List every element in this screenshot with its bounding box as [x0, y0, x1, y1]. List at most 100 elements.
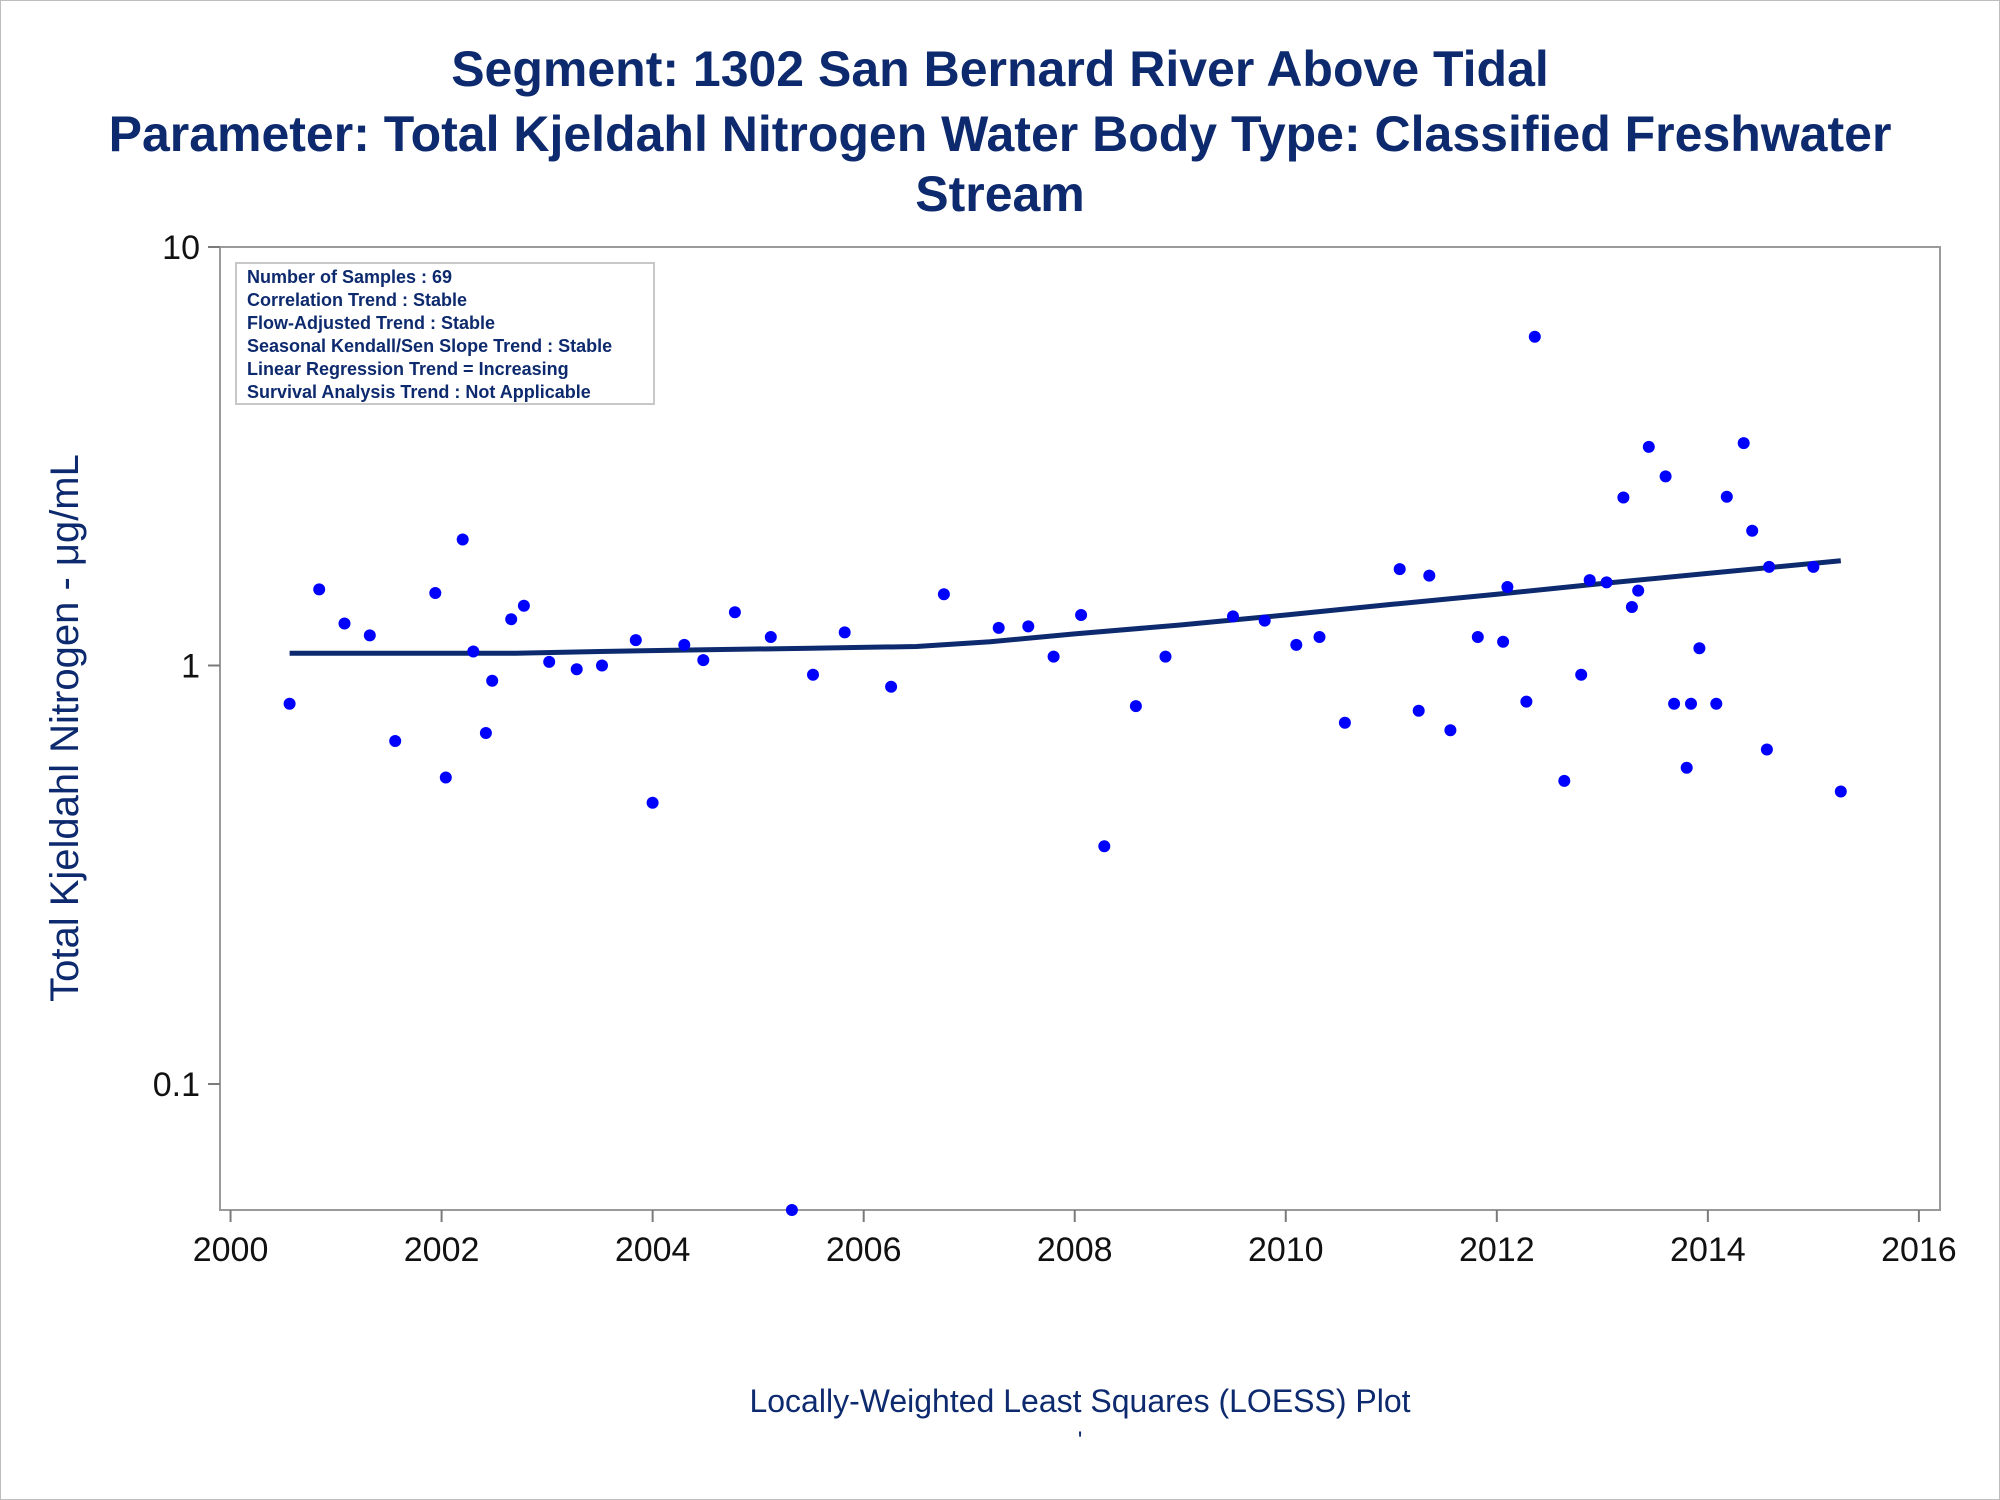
sample-point [283, 697, 296, 710]
sample-point [838, 626, 851, 639]
sample-point [1528, 330, 1541, 343]
axes: 2000 2002 2004 2006 2008 2010 2012 2014 2016 0.1 1… [153, 229, 1957, 1269]
sample-point [338, 617, 351, 630]
sample-point [486, 674, 499, 687]
sample-point [1575, 668, 1588, 681]
sample-point [1520, 695, 1533, 708]
sample-point [1632, 584, 1645, 597]
sample-point [1129, 700, 1142, 713]
sample-point [1423, 569, 1436, 582]
sample-point [505, 613, 518, 626]
sample-point [570, 663, 583, 676]
sample-point [1625, 601, 1638, 613]
sample-point [1680, 761, 1693, 774]
sample-point [1338, 716, 1351, 729]
sample-point [1313, 631, 1326, 643]
sample-point [1746, 524, 1759, 537]
sample-point [1760, 743, 1773, 756]
sample-point [1693, 642, 1706, 655]
sample-point [937, 588, 950, 601]
x-tick-label: 2008 [1037, 1231, 1113, 1269]
sample-point [1075, 609, 1088, 621]
sample-point [1047, 650, 1060, 663]
sample-point [1022, 620, 1035, 633]
sample-point [517, 599, 530, 612]
sample-point [1642, 440, 1655, 453]
sample-point [1471, 631, 1484, 643]
sample-point [764, 631, 777, 643]
sample-point [1763, 560, 1776, 573]
chart-title: Segment: 1302 San Bernard River Above Ti… [451, 41, 1549, 97]
x-tick-label: 2002 [404, 1231, 480, 1269]
sample-point [992, 621, 1005, 634]
sample-point [363, 629, 376, 642]
sample-point [439, 771, 452, 784]
x-tick-label: 2010 [1248, 1231, 1324, 1269]
y-tick-label: 1 [181, 648, 200, 686]
plot-area-border [219, 246, 1941, 1211]
sample-point [1807, 560, 1820, 573]
sample-point [479, 727, 492, 739]
info-number-of-samples: Number of Samples : 69 [247, 267, 452, 287]
sample-point [1258, 614, 1271, 627]
sample-point [1720, 490, 1733, 503]
sample-point [429, 587, 442, 599]
sample-point [1617, 491, 1630, 504]
sample-point [885, 680, 898, 693]
sample-point [1393, 563, 1406, 576]
sample-point [697, 654, 710, 667]
sample-point [1685, 697, 1697, 710]
sample-point [456, 533, 469, 546]
loess-line-layer [289, 558, 1842, 656]
sample-point [1227, 610, 1239, 623]
footnote-mark: ' [1078, 1427, 1083, 1454]
x-tick-label: 2014 [1670, 1231, 1746, 1269]
sample-point [1098, 840, 1111, 853]
sample-point [1710, 697, 1723, 710]
loess-trend-line [289, 558, 1842, 656]
sample-point [1600, 576, 1613, 589]
chart-subtitle-line-1: Parameter: Total Kjeldahl Nitrogen Water… [108, 106, 1892, 162]
sample-point [467, 645, 480, 658]
sample-point [1668, 697, 1681, 710]
sample-point [1583, 574, 1596, 587]
sample-point [728, 606, 741, 619]
y-tick-label: 0.1 [153, 1066, 200, 1104]
sample-point [1558, 774, 1571, 787]
sample-point [1737, 437, 1750, 450]
sample-point [313, 583, 326, 596]
x-tick-label: 2016 [1881, 1231, 1957, 1269]
x-tick-label: 2006 [826, 1231, 902, 1269]
sample-point [646, 796, 659, 809]
y-axis-label: Total Kjeldahl Nitrogen - μg/mL [43, 454, 87, 1002]
x-tick-label: 2004 [615, 1231, 691, 1269]
sample-point [1444, 724, 1457, 737]
sample-points-layer [283, 330, 1847, 1216]
y-tick-label: 10 [162, 229, 200, 267]
sample-point [1834, 785, 1847, 798]
x-tick-label: 2012 [1459, 1231, 1535, 1269]
x-tick-label: 2000 [193, 1231, 269, 1269]
sample-point [1290, 638, 1303, 651]
sample-point [807, 668, 819, 681]
info-correlation-trend: Correlation Trend : Stable [247, 290, 467, 310]
sample-point [1501, 581, 1514, 593]
sample-point [543, 655, 556, 668]
sample-point [1159, 650, 1172, 663]
sample-point [389, 735, 402, 747]
info-linear-regression-trend: Linear Regression Trend = Increasing [247, 359, 569, 379]
sample-point [785, 1204, 798, 1216]
info-flow-adjusted-trend: Flow-Adjusted Trend : Stable [247, 313, 495, 333]
info-survival-analysis-trend: Survival Analysis Trend : Not Applicable [247, 382, 591, 402]
info-box: Number of Samples : 69 Correlation Trend… [235, 262, 655, 405]
sample-point [1659, 470, 1672, 483]
sample-point [1497, 635, 1510, 648]
info-box-border [235, 262, 655, 405]
sample-point [596, 659, 608, 672]
sample-point [678, 638, 691, 651]
x-axis-label: Locally-Weighted Least Squares (LOESS) P… [749, 1383, 1410, 1419]
sample-point [1412, 704, 1425, 717]
info-seasonal-kendall-trend: Seasonal Kendall/Sen Slope Trend : Stabl… [247, 336, 612, 356]
chart-subtitle-line-2: Stream [915, 166, 1085, 222]
